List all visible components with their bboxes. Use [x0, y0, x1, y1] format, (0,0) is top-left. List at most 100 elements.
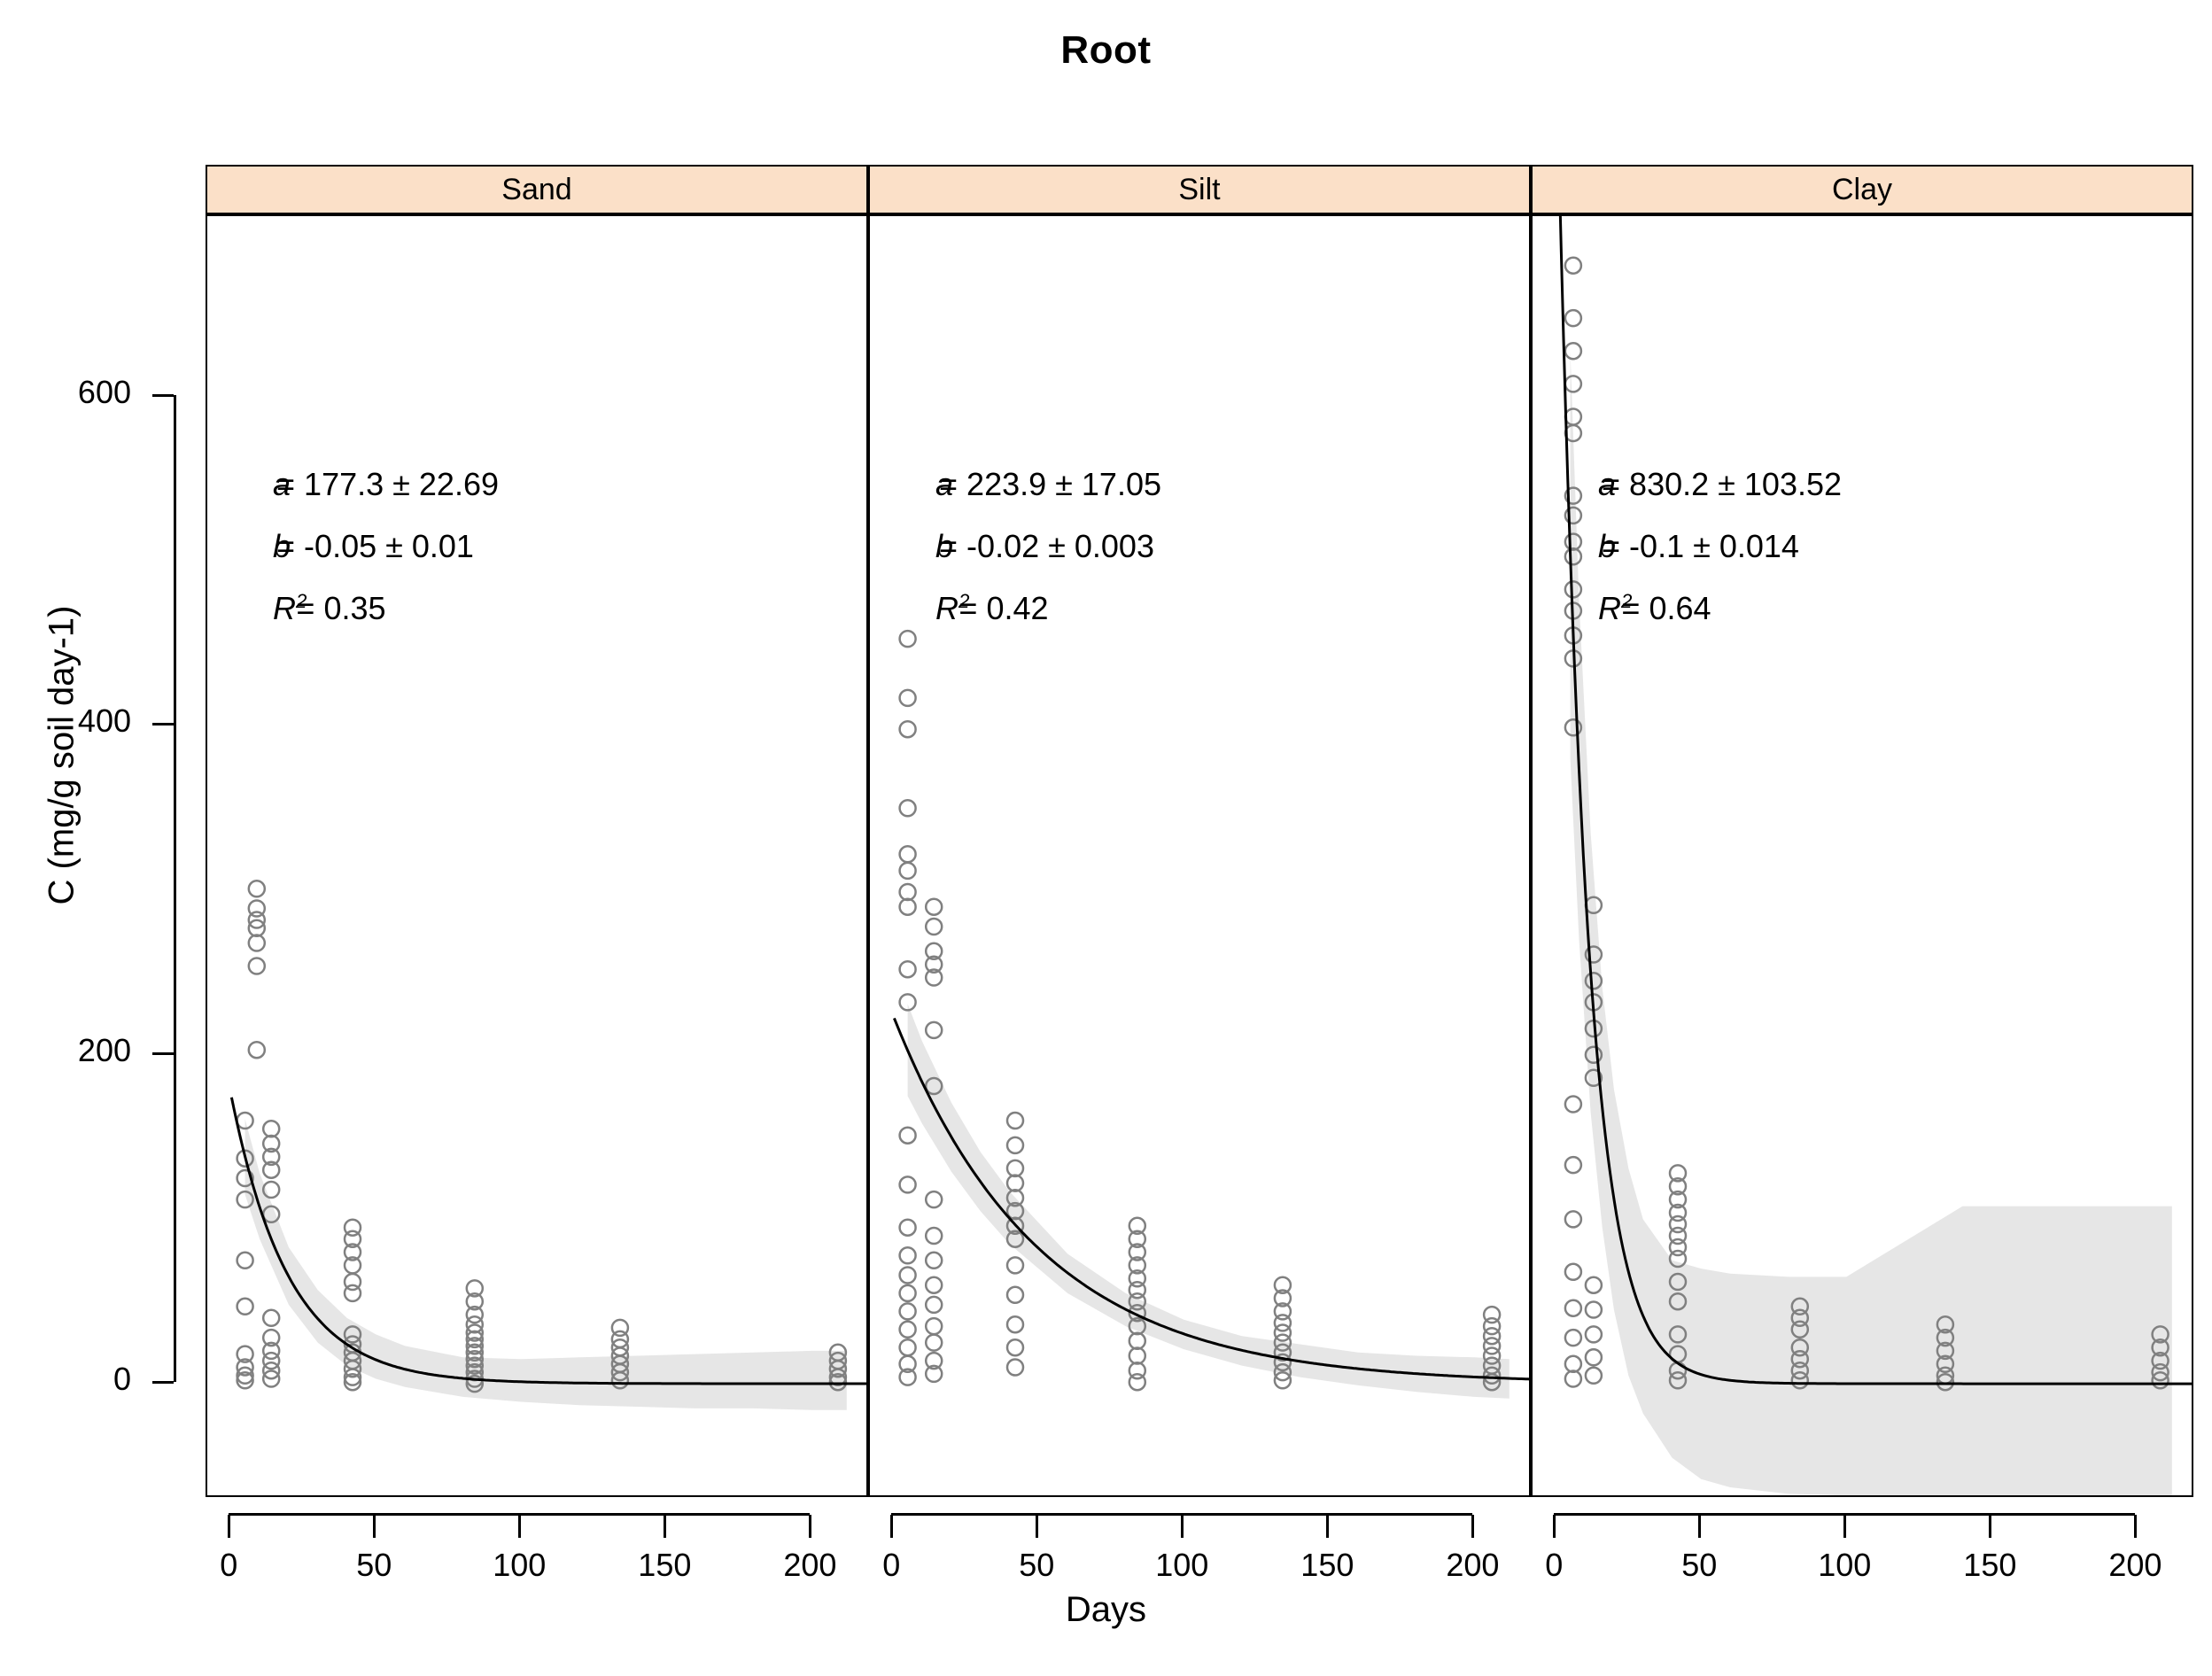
panel-strip-label: Clay [1831, 172, 1893, 206]
x-tick-mark [890, 1515, 894, 1538]
data-point [1790, 1338, 1810, 1357]
data-point [2151, 1351, 2169, 1370]
x-tick-mark [1326, 1515, 1330, 1538]
data-point [1273, 1353, 1292, 1372]
data-point [1790, 1371, 1810, 1390]
data-point [898, 959, 917, 979]
data-point [1564, 375, 1583, 393]
data-point [898, 1368, 917, 1386]
data-point [1005, 1159, 1025, 1178]
data-point [1482, 1326, 1502, 1346]
x-tick-mark [664, 1515, 667, 1538]
annotation-value: = 0.42 [959, 590, 1049, 626]
data-point [1482, 1366, 1502, 1385]
data-point [898, 1266, 917, 1284]
data-point [828, 1368, 848, 1386]
data-point [1273, 1343, 1292, 1362]
data-point [1128, 1256, 1147, 1275]
data-point [1128, 1269, 1147, 1288]
x-tick-label: 0 [1545, 1547, 1564, 1583]
data-point [236, 1371, 254, 1390]
data-point [1564, 1328, 1583, 1347]
data-point [1005, 1315, 1025, 1334]
fit-curve [229, 1097, 866, 1385]
data-point [2151, 1338, 2169, 1357]
data-point [1273, 1289, 1292, 1307]
data-point [1790, 1320, 1810, 1339]
data-point [343, 1230, 362, 1248]
annotation-param-r2: R2= 0.35 [273, 590, 386, 627]
data-point [465, 1356, 485, 1375]
annotation-symbol: R [1598, 590, 1621, 626]
annotation-param-r2: R2= 0.42 [935, 590, 1049, 627]
x-tick-mark [373, 1515, 376, 1538]
x-tick-mark [1036, 1515, 1039, 1538]
data-point [1128, 1346, 1147, 1365]
data-point [924, 1316, 943, 1336]
data-point [236, 1149, 254, 1168]
annotation-symbol: R [273, 590, 296, 626]
data-point [1790, 1308, 1810, 1328]
data-point [1128, 1280, 1147, 1300]
data-point [898, 719, 917, 739]
annotation-superscript: 2 [959, 590, 970, 612]
data-point [924, 1351, 943, 1370]
annotation-param-b: b= -0.02 ± 0.003 [935, 528, 1154, 565]
data-point [610, 1318, 630, 1338]
data-point [1273, 1323, 1292, 1342]
data-point [236, 1358, 254, 1377]
data-point [924, 1364, 943, 1384]
annotation-value: = 0.35 [296, 590, 386, 626]
annotation-param-b: b= -0.1 ± 0.014 [1598, 528, 1799, 565]
data-point [828, 1360, 848, 1378]
data-point [1564, 506, 1583, 525]
annotation-symbol: b [273, 528, 291, 564]
annotation-param-a: a= 223.9 ± 17.05 [935, 466, 1161, 503]
data-point [1564, 1299, 1583, 1317]
data-point [261, 1120, 281, 1138]
data-point [898, 629, 917, 648]
annotation-value: = 0.64 [1621, 590, 1711, 626]
data-point [1584, 945, 1603, 964]
data-point [343, 1360, 362, 1378]
data-point [465, 1343, 485, 1362]
x-tick-label: 0 [220, 1547, 238, 1583]
data-point [1128, 1230, 1147, 1248]
data-point [343, 1218, 362, 1237]
annotation-value: = -0.1 ± 0.014 [1602, 528, 1799, 564]
x-axis-line [891, 1513, 1473, 1516]
data-point [236, 1345, 254, 1363]
data-point [465, 1315, 485, 1334]
data-point [898, 688, 917, 708]
data-point [1482, 1337, 1502, 1355]
data-point [343, 1372, 362, 1392]
data-point [247, 1040, 267, 1059]
data-point [1005, 1256, 1025, 1275]
panel-sand: a= 177.3 ± 22.69 b= -0.05 ± 0.01 R2= 0.35 [206, 214, 868, 1497]
data-point [924, 897, 943, 916]
data-point [1564, 1262, 1583, 1282]
data-point [1564, 341, 1583, 361]
y-tick-label: 200 [77, 1031, 131, 1068]
data-point [343, 1325, 362, 1344]
data-point [898, 799, 917, 818]
data-points [1564, 256, 2169, 1392]
data-point [1668, 1177, 1688, 1196]
y-axis-label: C (mg/g soil day-1) [42, 605, 81, 905]
data-point [1564, 308, 1583, 328]
fit-curve [893, 1017, 1529, 1381]
data-point [924, 1020, 943, 1040]
annotation-symbol: b [935, 528, 954, 564]
data-point [898, 1218, 917, 1237]
data-point [465, 1292, 485, 1311]
y-tick-mark [152, 723, 174, 726]
x-tick-label: 200 [783, 1547, 837, 1583]
data-point [261, 1351, 281, 1370]
data-point [1564, 547, 1583, 566]
x-tick-mark [1181, 1515, 1184, 1538]
data-point [1005, 1338, 1025, 1357]
data-point [236, 1168, 254, 1188]
data-point [924, 1276, 943, 1294]
data-point [1128, 1372, 1147, 1392]
